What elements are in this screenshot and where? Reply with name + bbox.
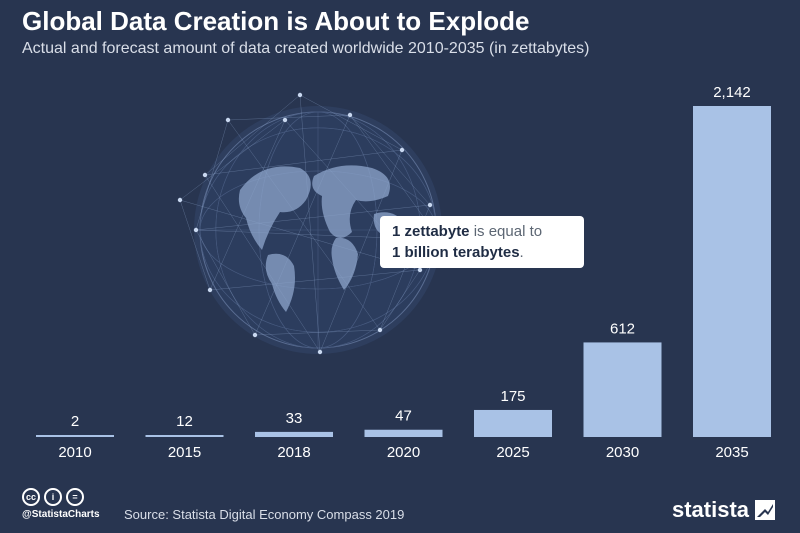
category-label-2015: 2015 — [168, 444, 201, 461]
callout-period: . — [519, 244, 524, 261]
statista-mark-icon — [755, 500, 776, 520]
category-label-2010: 2010 — [58, 444, 91, 461]
chart-title: Global Data Creation is About to Explode — [22, 6, 530, 36]
brand-name: statista — [672, 497, 750, 522]
statista-logo[interactable]: statista — [672, 497, 776, 523]
value-label-2035: 2,142 — [713, 84, 751, 101]
social-handle[interactable]: @StatistaCharts — [22, 509, 100, 520]
value-label-2020: 47 — [395, 408, 412, 425]
category-label-2020: 2020 — [387, 444, 420, 461]
cc-icon: cc — [22, 488, 40, 506]
value-label-2018: 33 — [286, 410, 303, 427]
bar-2025 — [474, 409, 552, 437]
chart-subtitle: Actual and forecast amount of data creat… — [22, 40, 590, 57]
zettabyte-callout: 1 zettabyte is equal to 1 billion teraby… — [380, 216, 584, 268]
value-label-2025: 175 — [500, 388, 525, 405]
nd-icon: = — [66, 488, 84, 506]
source-note: Source: Statista Digital Economy Compass… — [124, 507, 405, 522]
bar-2020 — [364, 429, 443, 437]
value-label-2015: 12 — [176, 413, 193, 430]
callout-equal-text: is equal to — [469, 223, 543, 240]
callout-zettabyte-term: 1 zettabyte — [392, 223, 470, 240]
license-block: cc i = @StatistaCharts — [22, 488, 100, 520]
value-label-2010: 2 — [71, 413, 79, 430]
category-label-2018: 2018 — [277, 444, 310, 461]
bar-2015 — [145, 435, 224, 437]
category-label-2030: 2030 — [606, 444, 639, 461]
bar-2018 — [255, 431, 333, 437]
bar-2030 — [583, 342, 662, 437]
category-label-2025: 2025 — [496, 444, 529, 461]
by-icon: i — [44, 488, 62, 506]
value-label-2030: 612 — [610, 320, 635, 337]
bar-2035 — [693, 106, 771, 437]
callout-terabytes-term: 1 billion terabytes — [392, 244, 520, 261]
globe-illustration — [177, 92, 443, 355]
bar-2010 — [36, 435, 114, 437]
category-label-2035: 2035 — [715, 444, 748, 461]
